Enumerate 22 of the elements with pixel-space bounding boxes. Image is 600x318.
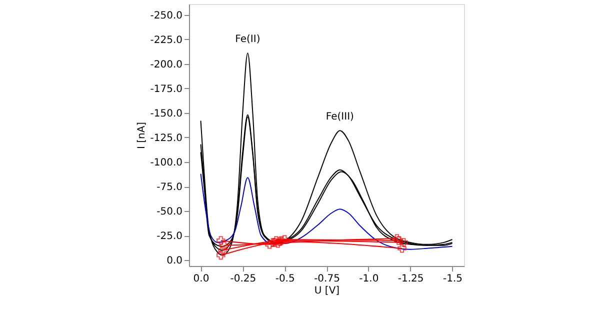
y-tick-label: -75.0 — [156, 182, 182, 194]
y-tick-label: -175.0 — [150, 84, 182, 95]
y-tick-label: -150.0 — [150, 108, 182, 120]
annotation: Fe(III) — [326, 112, 354, 123]
y-tick-label: -50.0 — [156, 206, 182, 218]
x-tick-label: -1.5 — [443, 274, 463, 284]
x-tick-label: -0.75 — [314, 274, 340, 284]
x-tick-label: -0.25 — [230, 274, 256, 284]
y-axis-title: I [nA] — [136, 122, 148, 150]
x-tick-label: -0.5 — [275, 274, 295, 284]
y-tick-label: -250.0 — [150, 10, 182, 22]
y-tick-label: -125.0 — [150, 132, 182, 144]
annotation: Fe(II) — [235, 34, 260, 46]
y-tick-label: -200.0 — [150, 59, 182, 70]
y-tick-label: -225.0 — [150, 34, 182, 46]
x-tick-label: -1.25 — [398, 274, 424, 284]
y-tick-label: 0.0 — [166, 256, 182, 267]
x-tick-label: 0.0 — [193, 274, 210, 284]
y-tick-label: -25.0 — [156, 231, 182, 242]
y-tick-label: -100.0 — [150, 157, 182, 168]
x-tick-label: -1.0 — [359, 274, 379, 284]
x-axis-title: U [V] — [314, 286, 340, 296]
